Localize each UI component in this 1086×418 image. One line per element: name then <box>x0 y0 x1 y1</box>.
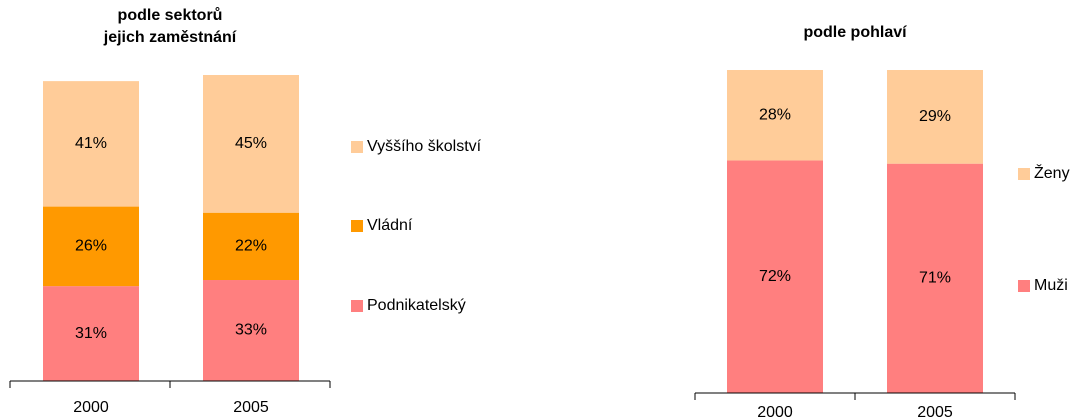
value-label: 22% <box>235 238 267 255</box>
x-tick-label: 2005 <box>917 404 953 418</box>
legend-swatch <box>1018 280 1030 292</box>
legend-swatch <box>351 300 363 312</box>
legend-label: Muži <box>1034 277 1068 294</box>
legend-swatch <box>1018 168 1030 180</box>
bar-segment <box>727 70 823 161</box>
chart-title: podle sektorů <box>118 7 223 24</box>
bar-segment <box>203 212 299 281</box>
bar-segment <box>887 70 983 164</box>
x-tick-label: 2000 <box>73 399 109 416</box>
bar-segment <box>887 163 983 393</box>
value-label: 31% <box>75 325 107 342</box>
bar-segment <box>43 286 139 381</box>
bar-segment <box>203 280 299 381</box>
x-tick-label: 2005 <box>233 399 269 416</box>
legend-label: Vládní <box>367 217 413 234</box>
bar-segment <box>43 81 139 207</box>
bar-segment <box>727 160 823 393</box>
legend-label: Podnikatelský <box>367 297 466 314</box>
value-label: 28% <box>759 106 791 123</box>
bar-segment <box>203 75 299 213</box>
value-label: 41% <box>75 135 107 152</box>
value-label: 33% <box>235 322 267 339</box>
value-label: 71% <box>919 270 951 287</box>
chart-title: jejich zaměstnání <box>103 29 237 46</box>
bar-segment <box>43 206 139 287</box>
legend-swatch <box>351 141 363 153</box>
legend-swatch <box>351 220 363 232</box>
value-label: 26% <box>75 238 107 255</box>
value-label: 45% <box>235 135 267 152</box>
legend-label: Ženy <box>1034 163 1070 182</box>
legend-label: Vyššího školství <box>367 138 482 155</box>
value-label: 29% <box>919 108 951 125</box>
chart-title: podle pohlaví <box>803 24 907 41</box>
value-label: 72% <box>759 268 791 285</box>
x-tick-label: 2000 <box>757 404 793 418</box>
